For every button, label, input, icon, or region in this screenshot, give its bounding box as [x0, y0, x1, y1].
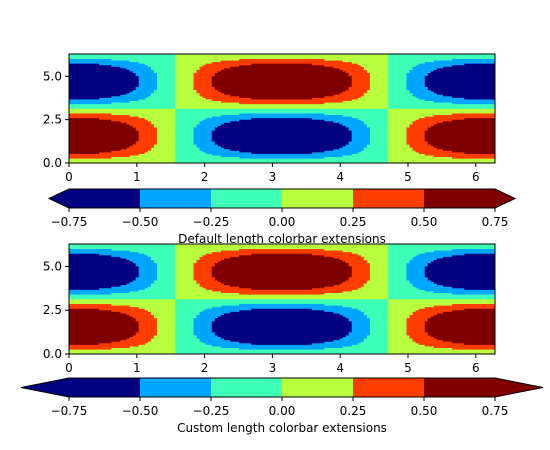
colorbar-tick-label: 0.75: [482, 215, 509, 229]
y-tick-label: 5.0: [43, 69, 62, 83]
x-tick-label: 3: [269, 170, 277, 184]
colorbar-tick-label: 0.00: [269, 215, 296, 229]
axes-frame: [68, 243, 496, 355]
axes-frame: [68, 53, 496, 164]
x-tick-label: 0: [65, 361, 73, 375]
colorbar-band: [424, 189, 496, 208]
colorbar-band: [211, 189, 283, 208]
colorbar-extend-max: [495, 189, 515, 208]
colorbar-band: [282, 189, 354, 208]
x-tick-label: 4: [336, 170, 344, 184]
colorbar-band: [353, 189, 425, 208]
y-tick-label: 5.0: [43, 259, 62, 273]
colorbar-tick-label: 0.00: [269, 404, 296, 418]
colorbar-band: [353, 378, 425, 397]
contour-fill: [69, 54, 495, 163]
y-tick-label: 0.0: [43, 156, 62, 170]
x-tick-label: 1: [133, 361, 141, 375]
y-tick-label: 0.0: [43, 347, 62, 361]
colorbar-band: [424, 378, 496, 397]
colorbar-2: −0.75 −0.50 −0.25 0.00 0.25 0.50 0.75 Custom le…: [20, 377, 544, 435]
colorbar-extend-min: [21, 378, 69, 397]
colorbar-tick-label: 0.25: [340, 215, 367, 229]
colorbar-tick-label: 0.50: [411, 215, 438, 229]
colorbar-tick-label: −0.50: [122, 404, 159, 418]
colorbar-1: −0.75 −0.50 −0.25 0.00 0.25 0.50 0.75 Default l…: [47, 188, 517, 246]
contour-fill: [69, 244, 495, 354]
x-tick-label: 2: [201, 170, 209, 184]
colorbar-band: [140, 378, 212, 397]
y-tick-label: 2.5: [43, 303, 62, 317]
colorbar-tick-label: 0.50: [411, 404, 438, 418]
colorbar-tick-label: 0.75: [482, 404, 509, 418]
x-tick-label: 2: [201, 361, 209, 375]
x-tick-label: 0: [65, 170, 73, 184]
colorbar-tick-label: −0.50: [122, 215, 159, 229]
colorbar-tick-label: −0.75: [51, 404, 88, 418]
x-tick-label: 6: [472, 170, 480, 184]
y-tick-label: 2.5: [43, 113, 62, 127]
colorbar-band: [69, 189, 141, 208]
colorbar-tick-label: 0.25: [340, 404, 367, 418]
colorbar-band: [282, 378, 354, 397]
contour-panel-2: 0 1 2 3 4 5 6 0.0 2.5 5.0 −0.75 −0.50 −0.25 0.00 0.25 0…: [20, 243, 544, 435]
colorbar-tick-label: −0.25: [193, 215, 230, 229]
colorbar-band: [140, 189, 212, 208]
x-tick-label: 5: [404, 361, 412, 375]
x-tick-label: 3: [269, 361, 277, 375]
contour-panel-1: 0 1 2 3 4 5 6 0.0 2.5 5.0 −0.75 −0.50 −0.25 0.00 0.25 0…: [43, 53, 517, 246]
x-tick-label: 6: [472, 361, 480, 375]
colorbar-extend-min: [49, 189, 69, 208]
colorbar-tick-label: −0.75: [51, 215, 88, 229]
colorbar-label: Default length colorbar extensions: [178, 232, 386, 246]
colorbar-extend-max: [495, 378, 543, 397]
colorbar-label: Custom length colorbar extensions: [177, 421, 387, 435]
x-tick-label: 5: [404, 170, 412, 184]
colorbar-tick-label: −0.25: [193, 404, 230, 418]
x-tick-label: 1: [133, 170, 141, 184]
colorbar-band: [69, 378, 141, 397]
x-tick-label: 4: [336, 361, 344, 375]
colorbar-band: [211, 378, 283, 397]
